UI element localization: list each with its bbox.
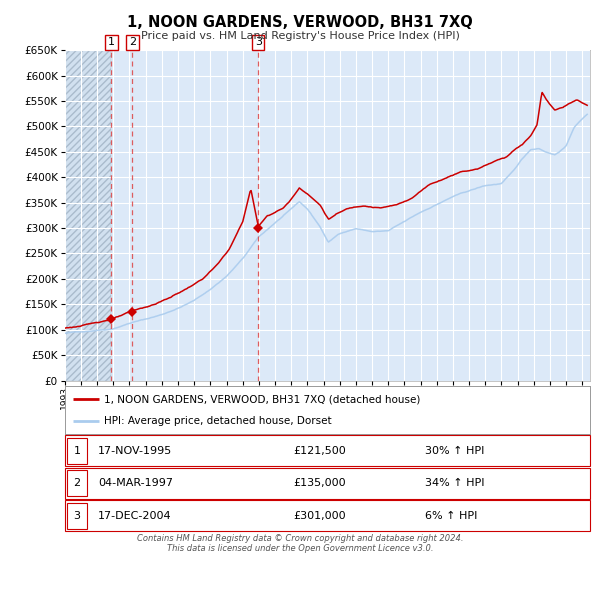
Bar	[65, 50, 112, 381]
Bar	[65, 50, 112, 381]
Text: 04-MAR-1997: 04-MAR-1997	[98, 478, 173, 488]
Text: 2: 2	[128, 37, 136, 47]
Text: 6% ↑ HPI: 6% ↑ HPI	[425, 511, 477, 520]
Text: 30% ↑ HPI: 30% ↑ HPI	[425, 446, 484, 455]
Text: 1: 1	[108, 37, 115, 47]
Text: £135,000: £135,000	[293, 478, 346, 488]
Text: 17-NOV-1995: 17-NOV-1995	[98, 446, 172, 455]
Text: HPI: Average price, detached house, Dorset: HPI: Average price, detached house, Dors…	[104, 416, 332, 426]
Text: £121,500: £121,500	[293, 446, 346, 455]
Text: 1, NOON GARDENS, VERWOOD, BH31 7XQ (detached house): 1, NOON GARDENS, VERWOOD, BH31 7XQ (deta…	[104, 394, 421, 404]
Text: 34% ↑ HPI: 34% ↑ HPI	[425, 478, 484, 488]
Text: Contains HM Land Registry data © Crown copyright and database right 2024.
This d: Contains HM Land Registry data © Crown c…	[137, 534, 463, 553]
Text: 3: 3	[255, 37, 262, 47]
Text: 17-DEC-2004: 17-DEC-2004	[98, 511, 172, 520]
Text: 1: 1	[74, 446, 80, 455]
Text: £301,000: £301,000	[293, 511, 346, 520]
Text: 2: 2	[74, 478, 80, 488]
Text: Price paid vs. HM Land Registry's House Price Index (HPI): Price paid vs. HM Land Registry's House …	[140, 31, 460, 41]
Text: 3: 3	[74, 511, 80, 520]
Text: 1, NOON GARDENS, VERWOOD, BH31 7XQ: 1, NOON GARDENS, VERWOOD, BH31 7XQ	[127, 15, 473, 30]
